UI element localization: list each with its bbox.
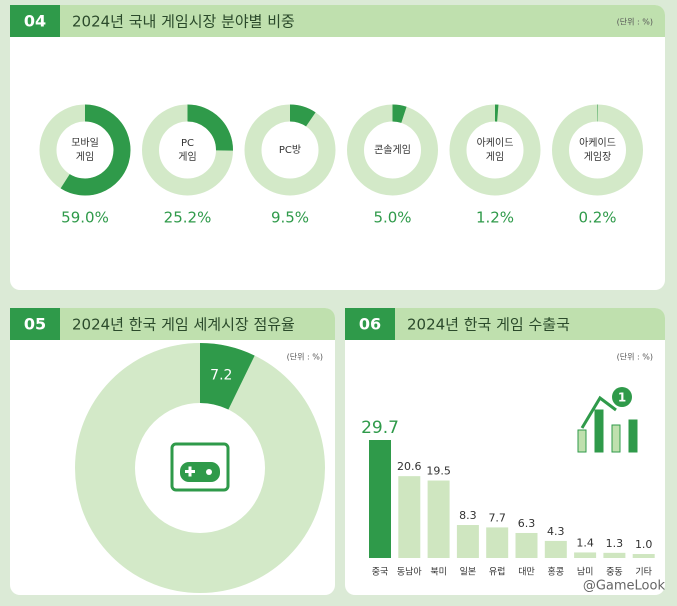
donut-label: 모바일 bbox=[71, 137, 99, 149]
gamepad-icon bbox=[172, 444, 228, 490]
donut-label: 콘솔게임 bbox=[374, 143, 411, 156]
unit-label: (단위 : %) bbox=[287, 352, 323, 362]
icon-badge-label: 1 bbox=[618, 391, 626, 405]
donut-segment bbox=[290, 113, 311, 119]
donut-label: 게임 bbox=[76, 150, 94, 163]
category-label: 유럽 bbox=[489, 567, 506, 578]
icon-bar bbox=[629, 420, 637, 452]
value-label: 20.6 bbox=[397, 460, 422, 473]
category-label: 기타 bbox=[635, 567, 652, 578]
donut-label: 아케이드 bbox=[477, 137, 514, 149]
section-number: 05 bbox=[24, 315, 46, 334]
value-label: 6.3 bbox=[518, 517, 536, 530]
section-title: 2024년 한국 게임 수출국 bbox=[407, 316, 570, 334]
icon-bar bbox=[612, 425, 620, 452]
value-label: 1.3 bbox=[606, 537, 624, 550]
donut-label: 게임장 bbox=[584, 150, 612, 163]
bar bbox=[516, 533, 538, 558]
value-label: 7.2 bbox=[210, 367, 232, 383]
section-number: 06 bbox=[359, 315, 381, 334]
value-label: 59.0% bbox=[61, 209, 109, 227]
bar bbox=[486, 527, 508, 558]
category-label: 일본 bbox=[460, 567, 477, 578]
category-label: 홍콩 bbox=[548, 566, 565, 578]
watermark: @GameLook bbox=[583, 579, 666, 594]
bar bbox=[574, 552, 596, 558]
value-label: 1.2% bbox=[476, 209, 514, 227]
section-title: 2024년 한국 게임 세계시장 점유율 bbox=[72, 316, 295, 334]
donut-label: PC bbox=[181, 138, 194, 149]
value-label: 9.5% bbox=[271, 209, 309, 227]
donut-segment bbox=[393, 113, 404, 115]
donut-label: 게임 bbox=[486, 150, 504, 163]
category-label: 대만 bbox=[518, 567, 535, 578]
value-label: 25.2% bbox=[164, 209, 212, 227]
unit-label: (단위 : %) bbox=[617, 352, 653, 362]
value-label: 8.3 bbox=[459, 509, 477, 522]
category-label: 중동 bbox=[606, 567, 623, 578]
bar bbox=[428, 481, 450, 558]
value-label: 1.0 bbox=[635, 538, 653, 551]
bar bbox=[633, 554, 655, 558]
unit-label: (단위 : %) bbox=[617, 17, 653, 27]
donut-label: 게임 bbox=[178, 150, 196, 163]
category-label: 동남아 bbox=[397, 567, 423, 578]
value-label: 1.4 bbox=[576, 536, 594, 549]
value-label: 0.2% bbox=[578, 209, 616, 227]
category-label: 중국 bbox=[372, 567, 389, 578]
category-label: 북미 bbox=[430, 567, 447, 578]
donut-label: PC방 bbox=[279, 144, 301, 156]
bar bbox=[545, 541, 567, 558]
value-label: 19.5 bbox=[426, 465, 451, 478]
value-label: 4.3 bbox=[547, 525, 565, 538]
category-label: 남미 bbox=[577, 567, 594, 578]
section-title: 2024년 국내 게임시장 분야별 비중 bbox=[72, 13, 295, 31]
bar bbox=[398, 476, 420, 558]
bar bbox=[457, 525, 479, 558]
value-label: 7.7 bbox=[488, 511, 506, 524]
value-label: 29.7 bbox=[361, 418, 399, 438]
icon-bar bbox=[595, 410, 603, 452]
icon-button bbox=[206, 469, 212, 475]
donut-label: 아케이드 bbox=[579, 137, 616, 149]
bar bbox=[603, 553, 625, 558]
bar bbox=[369, 440, 391, 558]
icon-bar bbox=[578, 430, 586, 452]
section-number: 04 bbox=[24, 12, 46, 31]
icon-dpad bbox=[189, 467, 192, 477]
value-label: 5.0% bbox=[373, 209, 411, 227]
